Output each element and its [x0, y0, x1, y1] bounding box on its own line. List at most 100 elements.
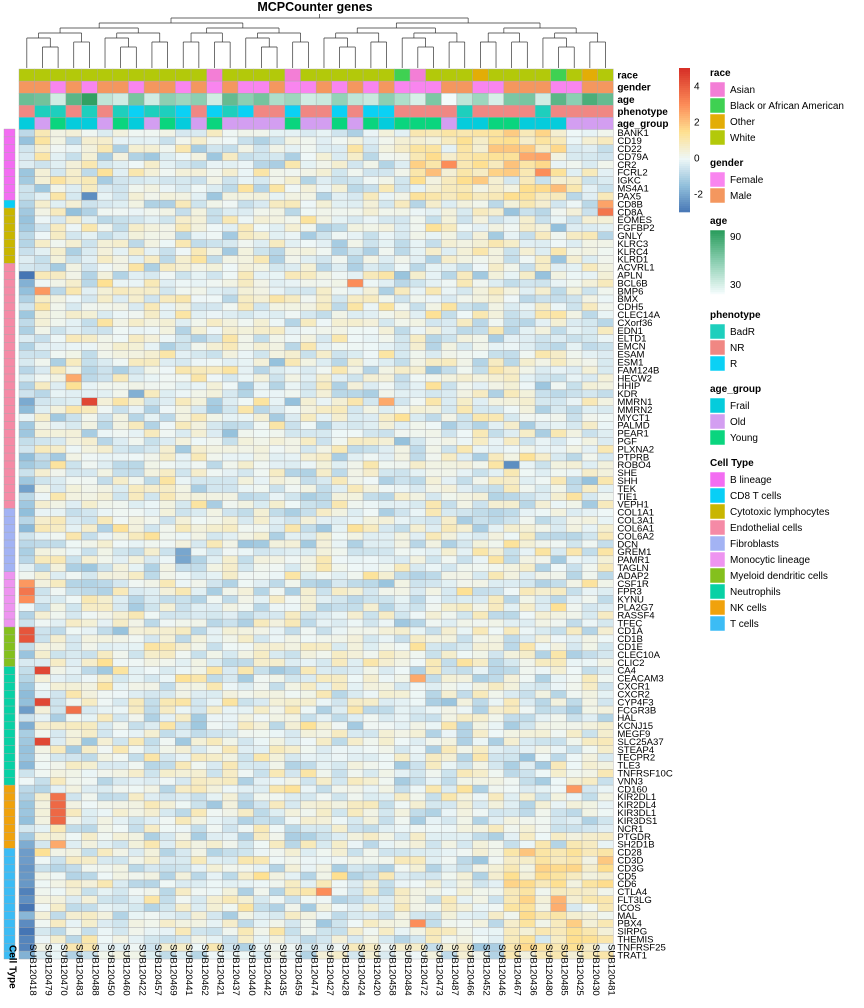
- column-annotation-cell: [519, 80, 536, 94]
- cell-type-annotation-cell: [3, 611, 16, 620]
- heatmap-cell: [362, 824, 379, 833]
- heatmap-cell: [347, 152, 364, 161]
- heatmap-cell: [96, 784, 114, 794]
- heatmap-cell: [65, 381, 82, 391]
- heatmap-cell: [503, 595, 520, 604]
- heatmap-cell: [472, 777, 489, 786]
- heatmap-cell: [128, 358, 145, 367]
- heatmap-cell: [347, 903, 364, 912]
- heatmap-cell: [143, 832, 160, 841]
- heatmap-cell: [378, 207, 395, 217]
- scale-segment: [679, 130, 690, 133]
- heatmap-cell: [331, 745, 348, 754]
- cell-type-annotation-cell: [3, 152, 16, 161]
- heatmap-cell: [128, 579, 145, 588]
- heatmap-cell: [456, 326, 473, 335]
- heatmap-cell: [347, 271, 364, 280]
- heatmap-cell: [190, 207, 207, 217]
- heatmap-cell: [65, 247, 82, 256]
- heatmap-cell: [159, 863, 176, 873]
- cell-type-annotation-cell: [3, 460, 16, 470]
- heatmap-cell: [597, 603, 614, 612]
- heatmap-cell: [34, 879, 51, 889]
- scale-segment: [679, 186, 690, 189]
- heatmap-cell: [597, 642, 614, 651]
- cell-type-annotation-cell: [3, 563, 16, 572]
- column-annotation-cell: [472, 80, 489, 94]
- heatmap-cell: [472, 278, 489, 288]
- column-annotation-cell: [503, 117, 520, 130]
- heatmap-cell: [284, 603, 301, 612]
- heatmap-cell: [534, 223, 551, 232]
- column-annotation-cell: [175, 117, 192, 130]
- heatmap-cell: [143, 247, 160, 256]
- heatmap-cell: [315, 674, 333, 683]
- heatmap-cell: [18, 911, 35, 920]
- heatmap-cell: [503, 690, 520, 699]
- heatmap-cell: [175, 136, 192, 146]
- heatmap-cell: [394, 547, 411, 557]
- heatmap-cell: [34, 705, 51, 715]
- heatmap-cell: [378, 935, 395, 944]
- heatmap-cell: [597, 492, 614, 501]
- heatmap-cell: [534, 911, 551, 920]
- cell-type-annotation-cell: [3, 682, 16, 691]
- heatmap-cell: [34, 571, 51, 580]
- heatmap-cell: [237, 342, 254, 351]
- heatmap-cell: [550, 437, 567, 446]
- heatmap-cell: [425, 650, 442, 659]
- heatmap-cell: [253, 824, 270, 833]
- heatmap-cell: [347, 445, 364, 454]
- heatmap-cell: [18, 381, 35, 391]
- sample-label: SUB120474: [308, 944, 319, 996]
- heatmap-cell: [175, 571, 192, 580]
- heatmap-cell: [34, 927, 51, 936]
- heatmap-cell: [222, 405, 239, 414]
- heatmap-cell: [503, 294, 520, 304]
- cell-type-annotation-cell: [3, 365, 16, 375]
- heatmap-cell: [331, 310, 348, 319]
- heatmap-cell: [253, 358, 270, 367]
- heatmap-cell: [425, 199, 442, 209]
- heatmap-cell: [409, 326, 426, 335]
- heatmap-cell: [143, 421, 160, 430]
- heatmap-cell: [65, 184, 82, 193]
- heatmap-cell: [566, 318, 583, 327]
- heatmap-cell: [566, 919, 583, 928]
- cell-type-annotation-cell: [3, 697, 16, 707]
- column-annotation-cell: [81, 117, 98, 130]
- heatmap-cell: [409, 271, 426, 280]
- heatmap-cell: [331, 895, 348, 904]
- heatmap-cell: [81, 358, 98, 367]
- heatmap-cell: [488, 737, 505, 746]
- heatmap-cell: [362, 318, 379, 327]
- heatmap-cell: [190, 168, 207, 177]
- heatmap-cell: [81, 294, 98, 304]
- heatmap-cell: [65, 460, 82, 470]
- heatmap-cell: [237, 136, 254, 146]
- heatmap-cell: [425, 824, 442, 833]
- scale-segment: [679, 138, 690, 141]
- heatmap-cell: [65, 271, 82, 280]
- heatmap-cell: [597, 721, 614, 730]
- heatmap-cell: [128, 326, 145, 335]
- heatmap-cell: [315, 239, 333, 248]
- heatmap-cell: [143, 595, 160, 604]
- heatmap-cell: [284, 808, 301, 817]
- heatmap-cell: [253, 286, 270, 296]
- column-annotation-cell: [456, 92, 473, 106]
- heatmap-cell: [597, 318, 614, 327]
- heatmap-cell: [441, 697, 458, 707]
- heatmap-cell: [472, 239, 489, 248]
- heatmap-cell: [237, 840, 254, 849]
- heatmap-cell: [50, 824, 67, 833]
- heatmap-cell: [362, 682, 379, 691]
- heatmap-cell: [34, 199, 51, 209]
- column-annotation-cell: [581, 92, 598, 106]
- heatmap-cell: [159, 658, 176, 667]
- heatmap-cell: [159, 152, 176, 161]
- legend-item-label: Fibroblasts: [730, 539, 779, 550]
- heatmap-cell: [128, 318, 145, 327]
- heatmap-cell: [284, 310, 301, 319]
- heatmap-cell: [112, 365, 129, 375]
